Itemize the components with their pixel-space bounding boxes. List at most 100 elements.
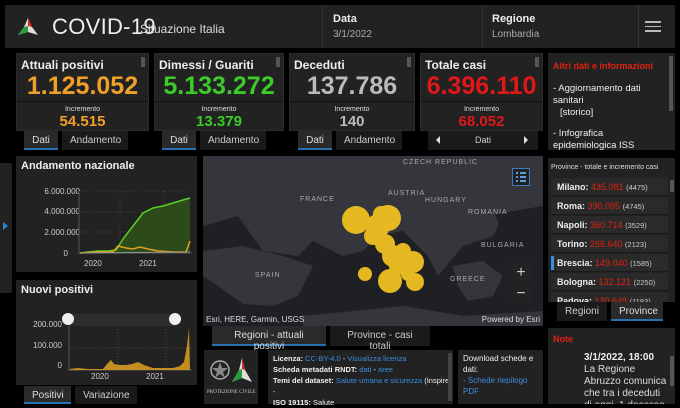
map-label: SPAIN: [255, 272, 281, 279]
province-title: Province - totale e incremento casi: [551, 164, 659, 171]
scrollbar[interactable]: [670, 356, 674, 386]
list-item[interactable]: Padova: 130.648 (1183): [551, 292, 668, 302]
powered-by-esri[interactable]: Powered by Esri: [481, 315, 540, 324]
range-slider-handle-end[interactable]: [169, 313, 181, 325]
card-value: 1.125.052: [26, 72, 139, 100]
scrollbar[interactable]: [407, 57, 411, 67]
app-title: COVID-19: [52, 14, 156, 39]
tab-regioni-attuali-positivi[interactable]: Regioni - attuali positivi: [212, 326, 326, 352]
download-title: Download schede e dati:: [463, 354, 534, 374]
list-item[interactable]: Torino: 266.640 (2123): [551, 235, 668, 253]
list-item[interactable]: Milano: 435.081 (4475): [551, 178, 668, 196]
date-label: Data: [333, 13, 357, 25]
rndt-dati-link[interactable]: dati: [359, 365, 372, 374]
map-attribution: Esri, HERE, Garmin, USGS: [206, 315, 305, 324]
region-value[interactable]: Lombardia: [492, 29, 540, 40]
increment-value: 68.052: [458, 113, 505, 130]
altri-title: Altri dati e informazioni: [553, 61, 654, 71]
hamburger-menu-icon[interactable]: [645, 18, 661, 34]
header-divider: [322, 5, 323, 48]
y-tick: 0: [57, 361, 62, 370]
scrollbar[interactable]: [670, 180, 674, 192]
divider: [17, 101, 148, 102]
increment-label: Incremento: [334, 106, 370, 113]
temi-link[interactable]: Salute umana e sicurezza: [335, 376, 423, 385]
emblem-icon: [210, 358, 252, 382]
list-item[interactable]: Napoli: 360.714 (3529): [551, 216, 668, 234]
link-storico[interactable]: [storico]: [560, 107, 594, 118]
tab-regioni[interactable]: Regioni: [557, 302, 607, 321]
card-tabs: Dati Andamento: [298, 131, 406, 150]
header-divider: [482, 5, 483, 48]
view-license-link[interactable]: Visualizza licenza: [347, 354, 407, 363]
scrollbar[interactable]: [276, 57, 280, 67]
tab-dati[interactable]: Dati: [24, 131, 58, 150]
y-tick: 2.000.000: [44, 228, 80, 237]
tab-positivi[interactable]: Positivi: [24, 386, 71, 404]
range-slider-track[interactable]: [68, 314, 176, 326]
y-tick: 6.000.000: [44, 187, 80, 196]
tab-andamento[interactable]: Andamento: [62, 131, 128, 150]
y-tick: 200.000: [33, 320, 62, 329]
note-title: Note: [553, 334, 573, 344]
map-view[interactable]: CZECH REPUBLIC FRANCE AUSTRIA HUNGARY RO…: [203, 156, 543, 326]
map-label: FRANCE: [300, 196, 335, 203]
list-item[interactable]: Bologna: 132.121 (2250): [551, 273, 668, 291]
andamento-chart[interactable]: [78, 191, 192, 255]
y-tick: 0: [63, 249, 68, 258]
nuovi-positivi-chart[interactable]: [68, 326, 192, 371]
map-label: CZECH REPUBLIC: [403, 159, 479, 166]
zoom-in-button[interactable]: +: [511, 263, 531, 283]
scrollbar[interactable]: [141, 57, 145, 67]
card-tabs: Dati Andamento: [24, 131, 132, 150]
tab-variazione[interactable]: Variazione: [75, 386, 137, 404]
increment-label: Incremento: [201, 106, 237, 113]
rndt-aree-link[interactable]: aree: [378, 365, 394, 374]
scrollbar[interactable]: [448, 353, 452, 401]
date-value[interactable]: 3/1/2022: [333, 29, 372, 40]
increment-value: 140: [339, 113, 365, 130]
card-title: Dimessi / Guariti: [159, 58, 254, 72]
card-title: Deceduti: [294, 58, 345, 72]
nuovi-positivi-panel: Nuovi positivi 200.000 100.000 0 2020 20…: [16, 280, 197, 385]
link-aggiornamento-dati[interactable]: - Aggiornamento dati sanitari: [553, 83, 641, 106]
list-item-selected[interactable]: Brescia: 149.040 (1585): [551, 254, 668, 272]
expand-arrow-icon[interactable]: [3, 222, 8, 230]
card-deceduti: Deceduti 137.786 Incremento 140: [289, 53, 415, 131]
y-tick: 4.000.000: [44, 207, 80, 216]
next-arrow-icon[interactable]: [524, 136, 528, 144]
side-panel-toggle[interactable]: [0, 163, 12, 293]
region-bubbles[interactable]: [203, 156, 543, 326]
tab-dati[interactable]: Dati: [162, 131, 196, 150]
legend-list-icon[interactable]: [512, 168, 530, 186]
range-slider-handle-start[interactable]: [62, 313, 74, 325]
y-tick: 100.000: [33, 341, 62, 350]
card-title: Totale casi: [425, 58, 487, 72]
scrollbar[interactable]: [669, 56, 673, 111]
prev-arrow-icon[interactable]: [436, 136, 440, 144]
license-link[interactable]: CC-BY-4.0: [305, 354, 341, 363]
scrollbar[interactable]: [535, 57, 539, 67]
list-item[interactable]: Roma: 390.095 (4745): [551, 197, 668, 215]
tab-province-casi-totali[interactable]: Province - casi totali: [330, 326, 430, 352]
province-tabs: Regioni Province: [557, 302, 667, 321]
tab-andamento[interactable]: Andamento: [200, 131, 266, 150]
download-panel: Download schede e dati: - Schede riepilo…: [458, 350, 543, 404]
increment-value: 13.379: [196, 113, 242, 130]
note-text: La Regione Abruzzo comunica che tra i de…: [584, 364, 667, 404]
tab-dati[interactable]: Dati: [474, 135, 491, 145]
card-totale-casi: Totale casi 6.396.110 Incremento 68.052: [420, 53, 543, 131]
map-label: HUNGARY: [425, 197, 467, 204]
map-tabs: Regioni - attuali positivi Province - ca…: [212, 326, 434, 352]
divider: [290, 101, 414, 102]
note-date: 3/1/2022, 18:00: [584, 352, 655, 363]
schede-riepilogo-link[interactable]: - Schede riepilogo PDF: [463, 376, 528, 396]
tab-province[interactable]: Province: [611, 302, 663, 321]
region-label: Regione: [492, 13, 536, 25]
tab-andamento[interactable]: Andamento: [336, 131, 402, 150]
chart-title: Andamento nazionale: [21, 160, 135, 172]
map-label: AUSTRIA: [388, 190, 426, 197]
link-infografica-iss[interactable]: - Infografica epidemiologica ISS: [553, 128, 635, 151]
zoom-out-button[interactable]: −: [511, 284, 531, 304]
tab-dati[interactable]: Dati: [298, 131, 332, 150]
